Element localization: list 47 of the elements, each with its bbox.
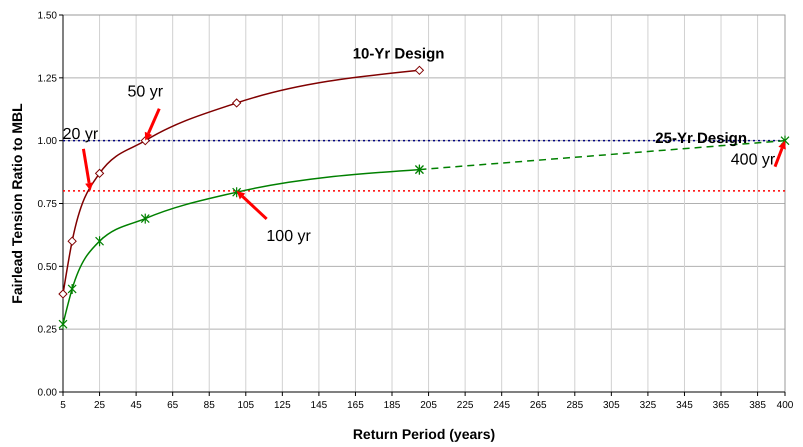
annotation: 20 yr (62, 126, 99, 143)
x-tick-label: 5 (60, 400, 66, 411)
point (94, 236, 104, 247)
x-tick-label: 305 (603, 400, 620, 411)
x-tick-label: 145 (310, 400, 328, 411)
point (68, 283, 77, 295)
x-tick-label: 325 (640, 400, 657, 411)
x-tick-label: 245 (493, 400, 510, 411)
point (414, 66, 424, 75)
annotation: 50 yr (127, 84, 164, 101)
point (58, 318, 68, 330)
x-tick-label: 65 (167, 400, 179, 411)
x-tick-label: 205 (420, 400, 438, 411)
annotation: 400 yr (730, 152, 776, 169)
x-tick-label: 365 (712, 400, 730, 411)
y-tick-label: 0.50 (38, 262, 58, 273)
x-tick-label: 225 (456, 400, 474, 411)
series-label: 25-Yr Design (655, 130, 747, 147)
x-tick-label: 85 (204, 400, 216, 411)
y-tick-label: 0.00 (38, 388, 58, 398)
y-tick-label: 1.25 (38, 73, 58, 84)
x-tick-label: 105 (237, 400, 255, 411)
point (58, 289, 68, 298)
y-tick-label: 0.25 (38, 324, 58, 336)
y-tick-label: 1.00 (38, 136, 58, 148)
annotation: 100 yr (266, 228, 312, 245)
point (232, 186, 242, 198)
y-axis-title: Fairlead Tension Ratio to MBL (9, 102, 25, 304)
series-label: 10-Yr Design (352, 45, 444, 62)
point (140, 212, 150, 224)
y-tick-label: 1.50 (38, 10, 58, 22)
x-tick-label: 400 (776, 400, 794, 411)
x-tick-label: 285 (566, 400, 584, 411)
x-axis-title: Return Period (years) (352, 426, 496, 442)
x-tick-label: 265 (530, 400, 548, 411)
x-tick-label: 345 (676, 400, 694, 411)
x-tick-label: 185 (384, 400, 401, 411)
point (232, 98, 242, 108)
point (780, 135, 790, 146)
x-tick-label: 125 (274, 400, 292, 411)
point (95, 168, 104, 178)
point (68, 236, 77, 246)
x-tick-label: 25 (94, 400, 106, 411)
x-tick-label: 45 (130, 400, 142, 411)
x-tick-label: 165 (347, 400, 364, 411)
y-tick-label: 0.75 (38, 199, 58, 210)
x-tick-label: 385 (749, 400, 766, 411)
